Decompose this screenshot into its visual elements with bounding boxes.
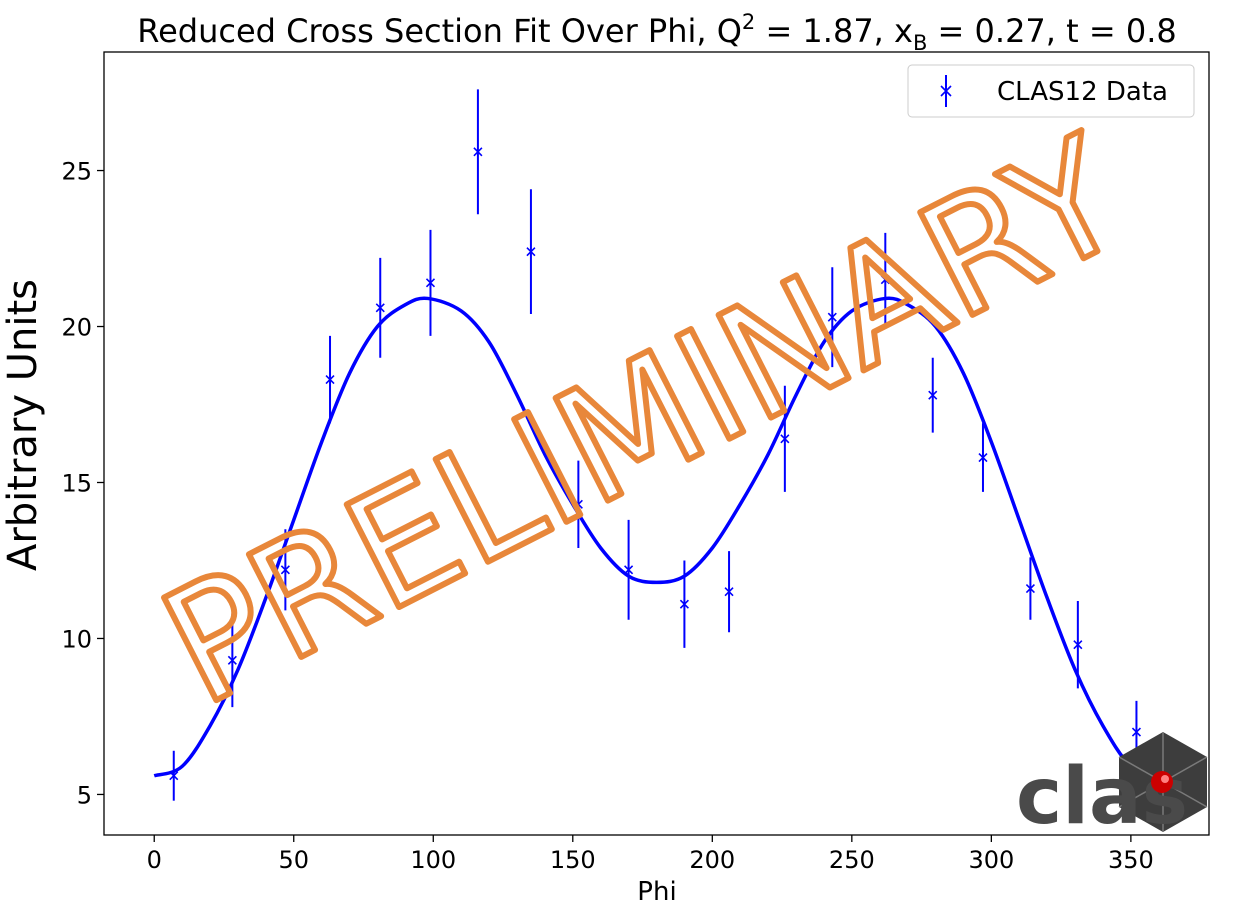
data-point <box>227 613 237 708</box>
logo-red-dot-highlight <box>1161 775 1169 783</box>
title-part-mid2: = 0.27, t = 0.8 <box>927 12 1176 50</box>
chart-title: Reduced Cross Section Fit Over Phi, Q2 =… <box>137 10 1176 55</box>
y-ticks: 5 10 15 20 25 <box>61 158 104 809</box>
data-point <box>280 529 290 611</box>
point-marker <box>624 565 634 575</box>
point-marker <box>227 655 237 665</box>
data-point <box>169 750 179 801</box>
x-axis-label: Phi <box>637 877 676 907</box>
point-marker <box>573 499 583 509</box>
logo-hexagon-facets <box>1118 732 1208 832</box>
point-marker <box>880 275 890 285</box>
y-tick-label: 25 <box>61 158 92 186</box>
point-marker <box>473 147 483 157</box>
data-point <box>573 460 583 549</box>
x-tick-label: 250 <box>829 846 875 874</box>
point-marker <box>526 247 536 257</box>
point-marker <box>169 771 179 781</box>
title-part-pre: Reduced Cross Section Fit Over Phi, Q <box>137 12 742 50</box>
data-point <box>827 267 837 368</box>
preliminary-watermark: PRELIMINARY <box>136 103 1151 742</box>
title-part-mid1: = 1.87, x <box>755 12 913 50</box>
data-point <box>325 335 335 424</box>
x-tick-label: 200 <box>689 846 735 874</box>
fit-layer <box>153 296 1160 778</box>
x-tick-label: 100 <box>410 846 456 874</box>
x-tick-label: 350 <box>1108 846 1154 874</box>
point-marker <box>325 374 335 385</box>
data-point <box>473 89 483 215</box>
legend-box <box>907 64 1195 118</box>
y-tick-label: 10 <box>61 625 92 653</box>
data-point <box>624 519 634 620</box>
point-marker <box>780 434 790 444</box>
x-tick-label: 0 <box>147 846 162 874</box>
y-tick-label: 5 <box>77 781 92 809</box>
point-marker <box>1025 583 1035 594</box>
y-tick-label: 20 <box>61 314 92 342</box>
data-point <box>978 423 988 492</box>
data-point <box>724 551 734 633</box>
data-point <box>679 560 689 648</box>
data-point <box>1073 601 1083 689</box>
data-point <box>928 357 938 433</box>
data-point <box>880 232 890 327</box>
data-point <box>780 385 790 492</box>
point-marker <box>827 312 837 322</box>
point-marker <box>679 599 689 609</box>
legend-label: CLAS12 Data <box>997 77 1168 107</box>
logo-text: clas <box>1016 752 1188 842</box>
x-ticks: 0 50 100 150 200 250 300 350 <box>147 835 1154 874</box>
legend: CLAS12 Data <box>907 64 1195 118</box>
x-tick-label: 50 <box>278 846 309 874</box>
title-part-sup: 2 <box>742 10 755 34</box>
point-marker <box>978 452 988 463</box>
y-tick-label: 15 <box>61 469 92 497</box>
point-marker <box>375 303 385 313</box>
legend-marker-x <box>940 85 952 97</box>
data-point <box>526 189 536 315</box>
plot-frame <box>103 51 1210 836</box>
point-marker <box>928 390 938 400</box>
x-tick-label: 150 <box>550 846 596 874</box>
fit-curve <box>153 296 1160 778</box>
data-points-layer <box>169 89 1142 801</box>
x-tick-label: 300 <box>968 846 1014 874</box>
title-part-sub: B <box>913 31 927 55</box>
point-marker <box>724 587 734 597</box>
point-marker <box>280 565 290 575</box>
data-point <box>425 229 436 336</box>
point-marker <box>1131 727 1142 737</box>
data-point <box>375 257 385 358</box>
logo-red-dot <box>1151 771 1173 793</box>
clas-logo: clas <box>1016 732 1208 842</box>
point-marker <box>1073 640 1083 650</box>
y-axis-label: Arbitrary Units <box>0 279 46 571</box>
point-marker <box>425 278 436 288</box>
data-point <box>1025 557 1035 620</box>
